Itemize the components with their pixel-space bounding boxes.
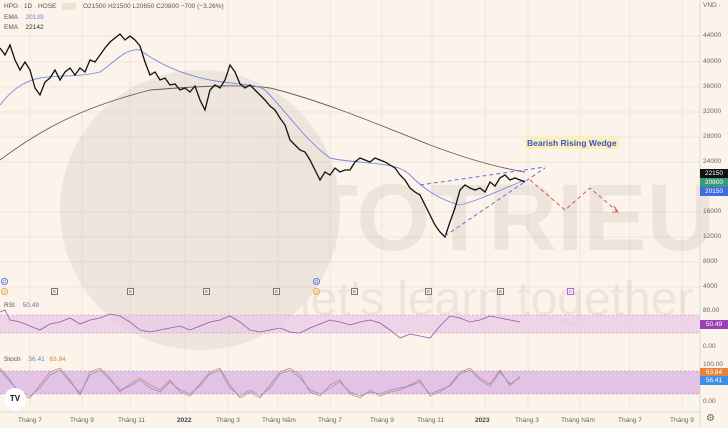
stoch-tick: 0.00 bbox=[703, 398, 716, 405]
stoch-d-value: 63.84 bbox=[49, 356, 66, 363]
earnings-marker[interactable]: E bbox=[497, 288, 504, 295]
time-tick: Tháng Năm bbox=[561, 417, 595, 424]
dividend-marker[interactable]: D bbox=[1, 278, 8, 285]
bearish-projection-path bbox=[529, 179, 619, 213]
currency-selector[interactable]: VND - bbox=[703, 2, 721, 9]
ema-fast-price-tag: 20150 bbox=[700, 187, 728, 196]
time-tick: Tháng 9 bbox=[370, 417, 394, 424]
watermark-brand: TOTRIEU bbox=[300, 165, 715, 271]
visibility-toggle[interactable] bbox=[62, 3, 77, 10]
time-tick: Tháng 7 bbox=[618, 417, 642, 424]
rising-wedge-pattern bbox=[419, 166, 546, 237]
time-tick: Tháng 9 bbox=[670, 417, 694, 424]
rsi-label: RSI bbox=[4, 302, 15, 309]
ema-slow-line bbox=[0, 85, 526, 173]
ema-fast-label: EMA bbox=[4, 14, 18, 21]
stoch-k-value: 56.41 bbox=[28, 356, 45, 363]
rsi-value: 50.49 bbox=[22, 302, 39, 309]
earnings-marker[interactable]: E bbox=[351, 288, 358, 295]
stoch-band bbox=[0, 371, 700, 394]
time-tick-year: 2022 bbox=[177, 417, 192, 424]
ema-fast-legend[interactable]: EMA 20139 bbox=[4, 14, 44, 21]
earnings-marker[interactable]: E bbox=[203, 288, 210, 295]
ema-slow-legend[interactable]: EMA 22142 bbox=[4, 24, 44, 31]
ema-slow-value: 22142 bbox=[25, 24, 44, 31]
ohlc-high: H21500 bbox=[107, 3, 131, 11]
price-tick: 12000 bbox=[703, 233, 722, 240]
time-tick: Tháng 11 bbox=[417, 417, 444, 424]
ohlc-change: −700 (−3.26%) bbox=[180, 3, 224, 11]
rsi-tick: 80.00 bbox=[703, 307, 720, 314]
ohlc-open: O21500 bbox=[83, 3, 107, 11]
rsi-band bbox=[0, 315, 700, 333]
last-price-tag: 20800 bbox=[700, 178, 728, 187]
price-series bbox=[0, 33, 526, 239]
split-marker[interactable]: S bbox=[1, 288, 8, 295]
stoch-d-line bbox=[0, 367, 521, 399]
settings-gear-icon[interactable]: ⚙ bbox=[706, 413, 715, 424]
stoch-tick: 100.00 bbox=[703, 361, 723, 368]
stoch-k-line bbox=[0, 369, 521, 397]
earnings-marker[interactable]: E bbox=[425, 288, 432, 295]
tradingview-logo-icon[interactable]: TV bbox=[4, 388, 26, 410]
stoch-label: Stoch bbox=[4, 356, 21, 363]
rsi-value-tag: 50.49 bbox=[700, 320, 728, 329]
price-tick: 32000 bbox=[703, 108, 722, 115]
price-tick: 44000 bbox=[703, 32, 722, 39]
price-tick: 28000 bbox=[703, 133, 722, 140]
ohlc-low: L20650 bbox=[132, 3, 155, 11]
symbol-legend: HPG · 1D · HOSE O21500 H21500 L20650 C20… bbox=[4, 3, 224, 10]
time-tick: Tháng 3 bbox=[515, 417, 539, 424]
rsi-tick: 0.00 bbox=[703, 343, 716, 350]
price-tick: 4000 bbox=[703, 283, 718, 290]
pattern-annotation[interactable]: Bearish Rising Wedge bbox=[525, 137, 619, 149]
earnings-marker[interactable]: E bbox=[127, 288, 134, 295]
earnings-marker[interactable]: E bbox=[51, 288, 58, 295]
time-tick: Tháng 11 bbox=[118, 417, 145, 424]
ema-slow-price-tag: 22150 bbox=[700, 169, 728, 178]
ema-slow-label: EMA bbox=[4, 24, 18, 31]
price-tick: 16000 bbox=[703, 208, 722, 215]
time-tick: Tháng 3 bbox=[216, 417, 240, 424]
ohlc-close: C20800 bbox=[156, 3, 179, 11]
stoch-k-tag: 56.41 bbox=[700, 376, 728, 385]
stoch-legend[interactable]: Stoch 56.41 63.84 bbox=[4, 356, 66, 363]
stoch-d-tag: 63.84 bbox=[700, 368, 728, 377]
time-tick: Tháng 7 bbox=[318, 417, 342, 424]
dividend-marker[interactable]: D bbox=[313, 278, 320, 285]
price-tick: 36000 bbox=[703, 83, 722, 90]
price-tick: 40000 bbox=[703, 58, 722, 65]
rsi-line bbox=[0, 309, 521, 339]
ema-fast-line bbox=[0, 49, 526, 206]
time-tick: Tháng 7 bbox=[18, 417, 42, 424]
symbol-title: HPG · 1D · HOSE bbox=[4, 3, 57, 11]
earnings-marker[interactable]: E bbox=[273, 288, 280, 295]
split-marker[interactable]: S bbox=[313, 288, 320, 295]
upcoming-earnings-marker[interactable]: E bbox=[567, 288, 574, 295]
time-tick-year: 2023 bbox=[475, 417, 490, 424]
rsi-legend[interactable]: RSI 50.49 bbox=[4, 302, 39, 309]
price-tick: 24000 bbox=[703, 158, 722, 165]
ema-fast-value: 20139 bbox=[25, 14, 44, 21]
time-tick: Tháng Năm bbox=[262, 417, 296, 424]
time-tick: Tháng 9 bbox=[70, 417, 94, 424]
price-tick: 8000 bbox=[703, 258, 718, 265]
